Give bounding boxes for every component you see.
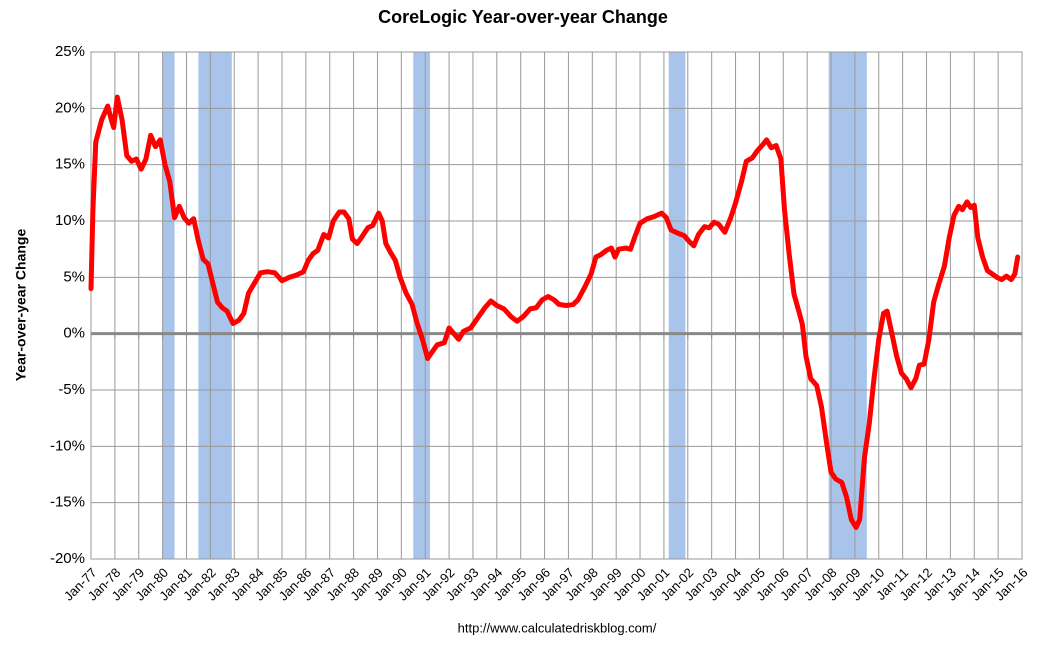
y-tick-label: 15% xyxy=(55,156,85,173)
y-tick-label: 20% xyxy=(55,99,85,116)
chart-title: CoreLogic Year-over-year Change xyxy=(378,7,668,27)
y-tick-label: -10% xyxy=(50,437,85,454)
y-tick-label: 0% xyxy=(63,325,85,342)
data-line xyxy=(88,94,1021,530)
recession-band xyxy=(162,52,175,559)
y-tick-label: 25% xyxy=(55,43,85,60)
y-tick-label: -20% xyxy=(50,550,85,567)
y-tick-label: -5% xyxy=(58,381,85,398)
y-axis-label: Year-over-year Change xyxy=(13,229,29,382)
y-tick-label: 5% xyxy=(63,268,85,285)
recession-band xyxy=(668,52,686,559)
footer: http://www.calculatedriskblog.com/ xyxy=(458,620,657,635)
recession-band xyxy=(413,52,430,559)
y-tick-label: 10% xyxy=(55,212,85,229)
recession-band xyxy=(198,52,232,559)
y-tick-label: -15% xyxy=(50,494,85,511)
